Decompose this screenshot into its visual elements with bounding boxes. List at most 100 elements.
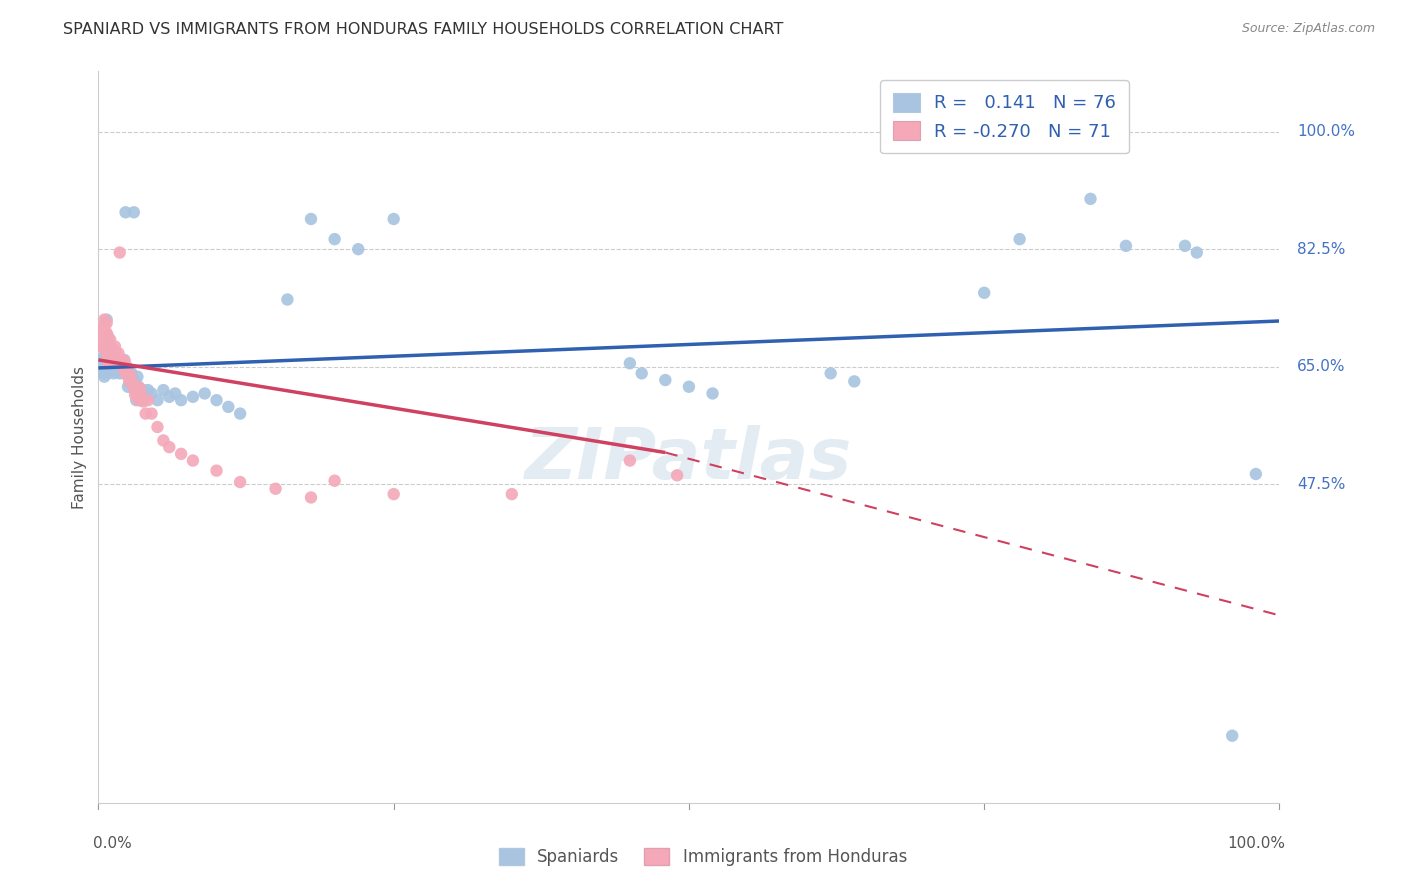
Point — [107, 352, 129, 367]
Point — [120, 376, 142, 391]
Point — [678, 380, 700, 394]
Point — [98, 361, 121, 376]
Point — [98, 356, 121, 370]
Text: 82.5%: 82.5% — [1298, 242, 1346, 257]
Point — [299, 491, 322, 505]
Point — [630, 367, 652, 381]
Point — [96, 350, 118, 364]
Point — [844, 375, 866, 389]
Text: 100.0%: 100.0% — [1298, 124, 1355, 139]
Point — [124, 383, 146, 397]
Point — [205, 464, 228, 478]
Point — [91, 356, 114, 370]
Point — [93, 369, 115, 384]
Point — [128, 386, 150, 401]
Text: 65.0%: 65.0% — [1298, 359, 1346, 374]
Point — [132, 394, 155, 409]
Point — [93, 339, 115, 353]
Point — [205, 393, 228, 408]
Point — [382, 487, 405, 501]
Point — [91, 367, 114, 381]
Point — [382, 212, 405, 227]
Point — [91, 329, 114, 343]
Point — [101, 352, 124, 367]
Point — [347, 242, 370, 256]
Point — [1185, 245, 1208, 260]
Point — [100, 352, 122, 367]
Point — [229, 407, 252, 421]
Point — [93, 363, 115, 377]
Point — [129, 388, 152, 402]
Point — [118, 375, 141, 389]
Point — [217, 400, 239, 414]
Point — [94, 347, 117, 361]
Point — [114, 205, 136, 219]
Point — [619, 453, 641, 467]
Text: Source: ZipAtlas.com: Source: ZipAtlas.com — [1241, 22, 1375, 36]
Point — [98, 364, 121, 378]
Point — [93, 356, 115, 370]
Point — [100, 361, 122, 376]
Point — [98, 352, 121, 367]
Point — [93, 350, 115, 364]
Point — [501, 487, 523, 501]
Point — [125, 393, 148, 408]
Y-axis label: Family Households: Family Households — [72, 366, 87, 508]
Point — [115, 363, 138, 377]
Point — [112, 361, 135, 376]
Point — [152, 434, 174, 448]
Point — [111, 352, 134, 367]
Point — [91, 333, 114, 347]
Point — [96, 336, 118, 351]
Point — [101, 344, 124, 359]
Text: 100.0%: 100.0% — [1227, 836, 1285, 851]
Point — [181, 453, 204, 467]
Point — [91, 326, 114, 340]
Point — [94, 334, 117, 348]
Legend: Spaniards, Immigrants from Honduras: Spaniards, Immigrants from Honduras — [492, 841, 914, 873]
Point — [135, 390, 157, 404]
Point — [122, 205, 145, 219]
Point — [108, 359, 131, 374]
Point — [105, 346, 128, 360]
Point — [96, 343, 118, 357]
Point — [141, 386, 163, 401]
Point — [96, 316, 118, 330]
Point — [97, 356, 120, 370]
Point — [103, 352, 125, 367]
Point — [299, 212, 322, 227]
Point — [112, 354, 135, 368]
Point — [105, 352, 128, 367]
Point — [264, 482, 287, 496]
Point — [141, 407, 163, 421]
Point — [91, 359, 114, 374]
Point — [96, 346, 118, 360]
Point — [103, 367, 125, 381]
Point — [702, 386, 724, 401]
Point — [91, 352, 114, 367]
Point — [90, 339, 112, 353]
Point — [170, 447, 193, 461]
Point — [115, 359, 138, 374]
Point — [146, 393, 169, 408]
Point — [98, 333, 121, 347]
Text: 47.5%: 47.5% — [1298, 476, 1346, 491]
Point — [91, 339, 114, 353]
Point — [94, 363, 117, 377]
Point — [98, 352, 121, 367]
Point — [122, 381, 145, 395]
Point — [146, 420, 169, 434]
Text: SPANIARD VS IMMIGRANTS FROM HONDURAS FAMILY HOUSEHOLDS CORRELATION CHART: SPANIARD VS IMMIGRANTS FROM HONDURAS FAM… — [63, 22, 783, 37]
Point — [91, 319, 114, 334]
Point — [96, 312, 118, 326]
Point — [1220, 729, 1243, 743]
Text: ZIPatlas: ZIPatlas — [526, 425, 852, 493]
Point — [114, 367, 136, 381]
Point — [98, 344, 121, 359]
Point — [127, 369, 149, 384]
Point — [98, 344, 121, 359]
Point — [194, 386, 217, 401]
Point — [181, 390, 204, 404]
Point — [118, 369, 141, 384]
Point — [112, 367, 135, 381]
